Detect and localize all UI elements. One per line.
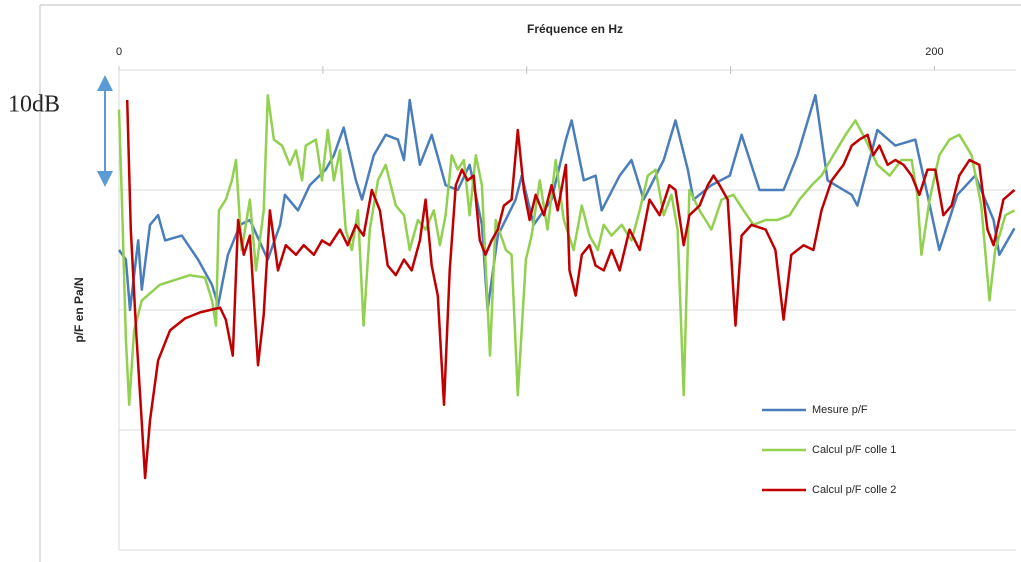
legend-label: Mesure p/F xyxy=(812,404,868,416)
series-line xyxy=(117,93,1015,407)
annotation-text: 10dB xyxy=(8,92,60,118)
x-axis-title: Fréquence en Hz xyxy=(527,22,623,36)
legend-label: Calcul p/F colle 1 xyxy=(812,444,896,456)
x-tick-label: 0 xyxy=(116,46,122,58)
y-axis-title: p/F en Pa/N xyxy=(72,277,86,342)
x-tick-label: 200 xyxy=(925,46,943,58)
series-line xyxy=(125,99,1016,480)
legend-label: Calcul p/F colle 2 xyxy=(812,484,896,496)
